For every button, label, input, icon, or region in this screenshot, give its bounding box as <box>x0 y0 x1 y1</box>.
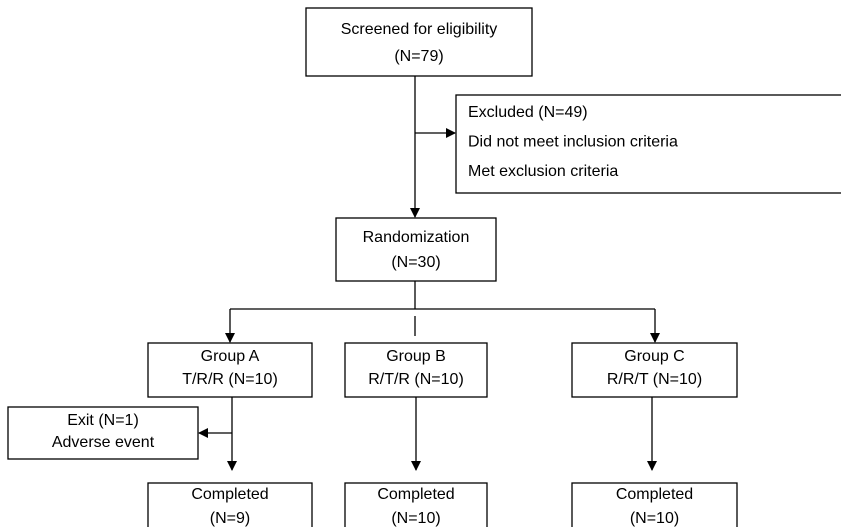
node-text: Completed <box>191 486 268 503</box>
node-text: Excluded (N=49) <box>468 104 588 121</box>
connectors <box>198 76 660 471</box>
node-box <box>335 217 497 282</box>
node-text: (N=9) <box>210 510 250 527</box>
node-text: Completed <box>616 486 693 503</box>
boxes: Screened for eligibility (N=79) Excluded (… <box>7 7 841 527</box>
node-text: (N=30) <box>391 254 440 271</box>
node-text: R/T/R (N=10) <box>368 371 464 388</box>
node-text: (N=10) <box>391 510 440 527</box>
node-box <box>344 342 488 398</box>
node-text: Group B <box>386 348 446 365</box>
node-box <box>344 482 488 527</box>
node-text: R/R/T (N=10) <box>607 371 702 388</box>
node-box <box>147 482 313 527</box>
node-text: Randomization <box>363 229 470 246</box>
node-box <box>305 7 533 77</box>
node-text: Adverse event <box>52 434 155 451</box>
node-text: T/R/R (N=10) <box>182 371 278 388</box>
node-box <box>571 482 738 527</box>
node-text: Completed <box>377 486 454 503</box>
node-box <box>7 406 199 460</box>
node-text: (N=10) <box>630 510 679 527</box>
node-text: Group A <box>201 348 260 365</box>
node-text: (N=79) <box>394 48 443 65</box>
node-text: Exit (N=1) <box>67 412 139 429</box>
node-text: Screened for eligibility <box>341 21 498 38</box>
node-box <box>571 342 738 398</box>
node-text: Group C <box>624 348 684 365</box>
node-text: Met exclusion criteria <box>468 163 618 180</box>
node-box <box>455 94 841 194</box>
node-text: Did not meet inclusion criteria <box>468 134 678 151</box>
node-box <box>147 342 313 398</box>
